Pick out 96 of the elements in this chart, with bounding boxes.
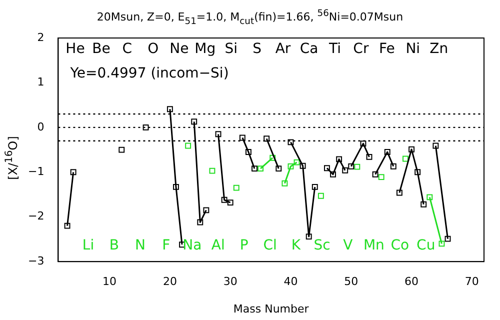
x-tick-label: 50 [344, 275, 358, 288]
point [414, 169, 421, 176]
point [306, 234, 312, 240]
annotation: Cr [353, 40, 369, 57]
annotation: Co [390, 238, 410, 254]
point [252, 166, 258, 172]
annotation: Na [182, 238, 202, 254]
annotation: S [252, 40, 262, 57]
annotation: Zn [430, 40, 448, 57]
annotation: Be [92, 40, 110, 57]
point [233, 184, 240, 191]
y-tick-label: −3 [28, 254, 44, 268]
point [118, 146, 125, 153]
annotation: N [134, 238, 146, 254]
chart-title: 20Msun, Z=0, E$_{51}$=1.0, M$_{cut}$(fin)=1.66, $^{56}$Ni=0.07Msun [96, 8, 404, 27]
point [221, 196, 228, 203]
annotation: Ye=0.4997 (incom−Si) [69, 65, 229, 82]
point [378, 174, 384, 180]
annotation: Ti [328, 40, 341, 57]
annotation: Ne [170, 40, 189, 57]
x-tick-label: 60 [404, 275, 419, 288]
point [426, 194, 433, 200]
y-tick-label: −1 [28, 165, 44, 178]
x-tick-label: 70 [464, 275, 479, 288]
annotation: Ar [275, 40, 291, 57]
point [203, 207, 210, 214]
point [245, 149, 252, 156]
point [318, 192, 324, 199]
point [432, 142, 439, 149]
point [288, 139, 294, 146]
x-tick-label: 30 [223, 275, 238, 288]
point [360, 140, 366, 147]
point [336, 156, 342, 162]
point [142, 124, 149, 130]
point [276, 166, 282, 172]
x-axis-title: Mass Number [233, 302, 310, 316]
point [444, 236, 451, 242]
x-tick-label: 40 [284, 275, 298, 288]
point [330, 171, 336, 178]
annotation: O [148, 40, 159, 57]
annotation: He [66, 40, 85, 57]
point [438, 240, 445, 247]
point [209, 168, 216, 174]
point [384, 149, 390, 156]
x-tick-label: 20 [162, 275, 177, 288]
point [312, 184, 318, 190]
annotation: Al [211, 238, 225, 254]
point [300, 162, 306, 169]
annotation: Si [224, 40, 238, 57]
point [342, 167, 348, 174]
point [324, 165, 330, 172]
annotation: Li [82, 238, 94, 254]
y-tick-label: 1 [37, 76, 44, 89]
y-tick-label: 2 [37, 30, 44, 44]
point [166, 106, 173, 112]
point [408, 146, 414, 152]
point [215, 131, 222, 138]
annotation: P [240, 238, 248, 254]
point [354, 164, 360, 170]
point [227, 200, 234, 206]
y-tick-label: −2 [28, 210, 44, 223]
y-tick-label: 0 [37, 120, 44, 134]
annotation: Fe [378, 40, 395, 57]
point [282, 180, 288, 186]
point [366, 154, 372, 160]
point [239, 134, 246, 141]
annotation: Mn [363, 238, 384, 254]
point [390, 163, 396, 170]
point [173, 184, 179, 190]
point [420, 201, 427, 208]
annotation: F [162, 238, 170, 254]
x-tick-label: 10 [102, 275, 117, 288]
annotation: K [291, 238, 302, 254]
point [288, 163, 294, 170]
point [70, 169, 76, 176]
point [402, 156, 408, 162]
annotation: B [109, 238, 120, 254]
annotation: Ca [300, 40, 318, 57]
point [294, 159, 300, 166]
annotation: Mg [194, 40, 216, 57]
annotation: C [122, 40, 132, 57]
point [191, 118, 198, 125]
annotation: Cu [416, 238, 436, 254]
point [270, 154, 276, 161]
annotation: Sc [314, 238, 330, 254]
point [396, 190, 402, 196]
point [372, 171, 378, 178]
point [197, 219, 204, 226]
annotation: Ni [406, 40, 420, 57]
point [258, 166, 264, 172]
annotation: V [343, 238, 354, 254]
annotation: Cl [263, 238, 277, 254]
point [348, 163, 354, 170]
point [185, 142, 192, 149]
point [64, 222, 70, 229]
point [264, 136, 270, 142]
